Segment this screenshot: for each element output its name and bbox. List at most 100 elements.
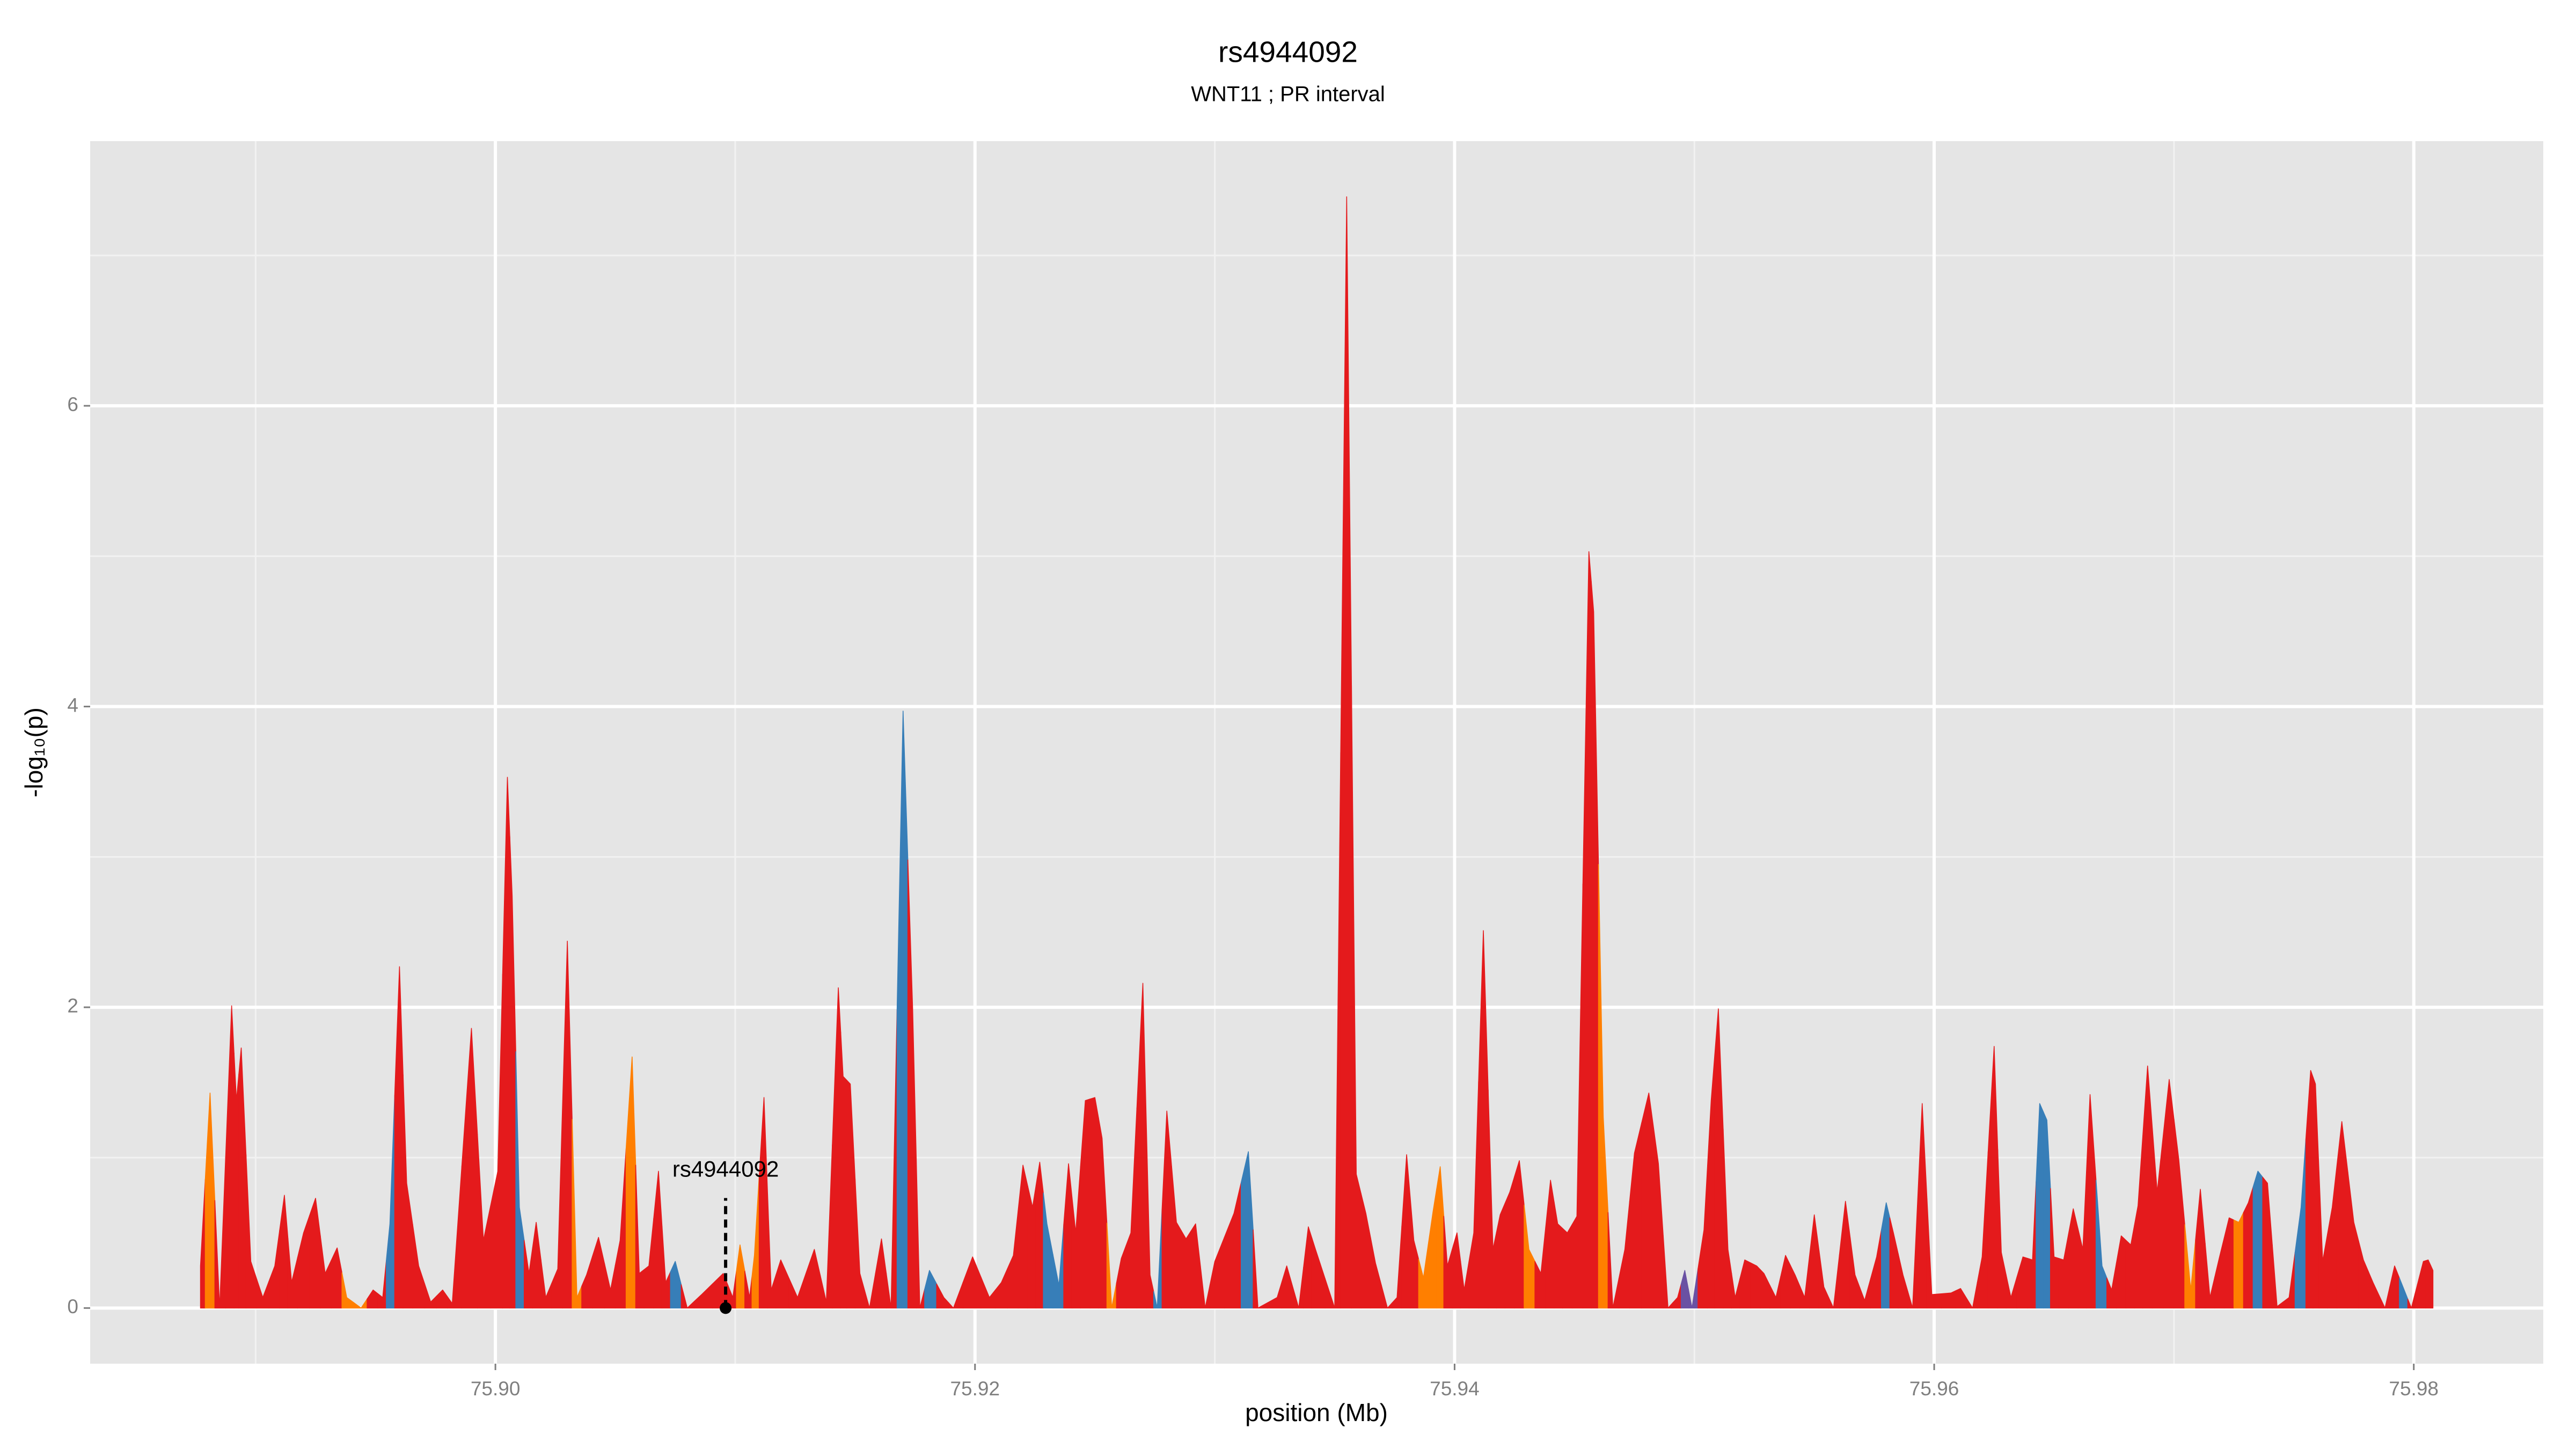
axes: 0 2 4 6 75.90 75.92 75.94 75.96 75.98 — [67, 393, 2439, 1400]
area-segment — [806, 1249, 821, 1309]
area-segment — [225, 1005, 235, 1309]
area-marks — [200, 196, 2434, 1309]
area-segment — [1027, 1184, 1037, 1309]
area-segment — [1672, 1283, 1682, 1309]
area-segment — [1452, 1232, 1461, 1309]
area-segment — [1917, 1103, 1928, 1309]
area-segment — [2336, 1121, 2348, 1309]
area-segment — [1478, 930, 1489, 1309]
area-segment — [436, 1289, 448, 1309]
area-segment — [424, 1283, 437, 1309]
area-segment — [297, 1215, 310, 1309]
area-segment — [2006, 1274, 2017, 1309]
area-segment — [331, 1247, 342, 1309]
area-segment — [2399, 1277, 2409, 1309]
area-segment — [515, 1051, 525, 1309]
area-segment — [643, 1218, 654, 1309]
area-segment — [233, 1052, 239, 1309]
area-segment — [1941, 1290, 1957, 1309]
area-segment — [2282, 1252, 2296, 1309]
area-segment — [1870, 1229, 1882, 1309]
area-segment — [2389, 1265, 2400, 1309]
area-segment — [256, 1279, 269, 1309]
area-segment — [1171, 1166, 1182, 1309]
area-segment — [1292, 1267, 1304, 1309]
area-segment — [1966, 1282, 1978, 1309]
area-segment — [1889, 1217, 1899, 1309]
area-segment — [1859, 1278, 1871, 1309]
area-segment — [1723, 1129, 1732, 1309]
area-segment — [1571, 883, 1584, 1309]
area-segment — [1799, 1255, 1810, 1309]
chart-subtitle: WNT11 ; PR interval — [1191, 83, 1385, 106]
area-segment — [1598, 863, 1609, 1309]
area-segment — [1018, 1165, 1028, 1309]
area-segment — [1351, 685, 1362, 1309]
area-segment — [635, 1165, 645, 1309]
x-tick-label: 75.94 — [1430, 1378, 1480, 1400]
area-segment — [2379, 1286, 2390, 1309]
area-segment — [1241, 1151, 1254, 1309]
area-segment — [1790, 1264, 1801, 1309]
area-segment — [1181, 1230, 1191, 1309]
area-segment — [2252, 1170, 2263, 1309]
area-segment — [1591, 581, 1599, 1309]
area-segment — [1410, 1197, 1419, 1309]
area-segment — [1253, 1229, 1268, 1309]
area-segment — [238, 1047, 247, 1309]
area-segment — [1750, 1262, 1761, 1309]
area-segment — [758, 1097, 769, 1309]
area-segment — [1035, 1161, 1044, 1309]
area-segment — [386, 1095, 396, 1309]
area-segment — [907, 859, 917, 1309]
area-segment — [1780, 1255, 1791, 1309]
area-segment — [1707, 1054, 1715, 1309]
area-segment — [532, 1221, 541, 1309]
area-segment — [751, 1176, 760, 1309]
area-segment — [1809, 1214, 1820, 1309]
area-segment — [788, 1273, 807, 1309]
area-segment — [1828, 1254, 1840, 1309]
area-segment — [1488, 1089, 1497, 1309]
area-segment — [854, 1178, 865, 1309]
area-segment — [885, 1009, 898, 1309]
area-segment — [2214, 1236, 2225, 1309]
area-segment — [2294, 1138, 2307, 1309]
area-segment — [1200, 1265, 1211, 1309]
area-segment — [1106, 1223, 1117, 1309]
area-segment — [916, 1158, 925, 1309]
area-segment — [670, 1261, 682, 1309]
area-segment — [694, 1283, 713, 1309]
area-segment — [2327, 1163, 2338, 1309]
area-segment — [461, 1028, 478, 1309]
area-segment — [1153, 1209, 1163, 1309]
area-segment — [1663, 1235, 1673, 1309]
area-segment — [744, 1270, 752, 1309]
area-segment — [367, 1289, 378, 1309]
area-segment — [592, 1236, 605, 1309]
area-segment — [1697, 1165, 1708, 1309]
x-tick-label: 75.96 — [1909, 1378, 1959, 1400]
area-segment — [2195, 1189, 2206, 1309]
area-segment — [2086, 1094, 2097, 1309]
area-segment — [2142, 1065, 2153, 1309]
x-tick-label: 75.92 — [950, 1378, 1000, 1400]
area-segment — [1443, 1216, 1453, 1309]
area-segment — [309, 1198, 321, 1309]
area-segment — [2184, 1224, 2196, 1309]
area-segment — [1545, 1180, 1555, 1309]
area-segment — [320, 1235, 332, 1309]
area-segment — [2134, 1135, 2143, 1309]
area-segment — [2050, 1188, 2060, 1309]
area-segment — [1468, 1081, 1479, 1309]
area-segment — [1839, 1201, 1851, 1309]
area-segment — [1977, 1151, 1989, 1309]
area-segment — [864, 1273, 876, 1309]
area-segment — [875, 1238, 887, 1309]
y-tick-label: 4 — [67, 694, 78, 716]
area-segment — [614, 1148, 627, 1309]
area-segment — [1582, 551, 1592, 1309]
area-segment — [1504, 1176, 1515, 1309]
area-segment — [2318, 1172, 2328, 1309]
